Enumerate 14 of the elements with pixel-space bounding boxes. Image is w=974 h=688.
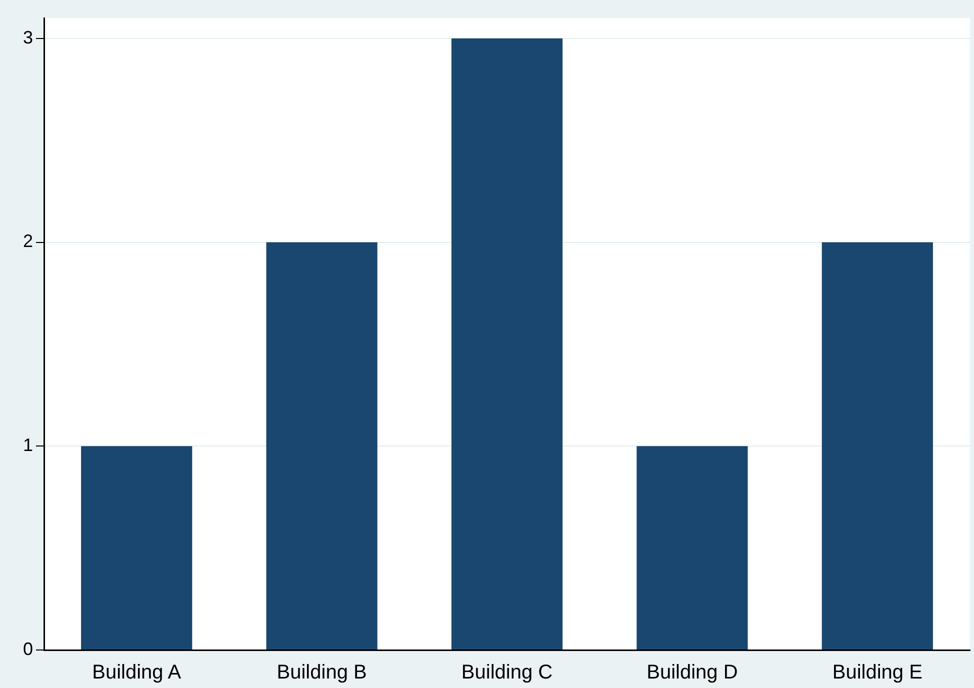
bar	[81, 446, 192, 650]
y-tick-label: 3	[22, 27, 34, 48]
x-tick-label: Building B	[276, 662, 367, 684]
x-tick-label: Building D	[646, 662, 738, 684]
bar	[451, 38, 563, 650]
bar	[822, 242, 933, 650]
y-tick-label: 0	[22, 638, 34, 659]
x-tick-label: Building C	[461, 662, 553, 684]
x-tick-label: Building E	[832, 662, 922, 684]
bar	[266, 242, 378, 650]
y-tick-label: 1	[22, 435, 34, 456]
y-tick-label: 2	[22, 231, 34, 252]
x-tick-label: Building A	[92, 662, 182, 684]
bar	[636, 446, 748, 650]
